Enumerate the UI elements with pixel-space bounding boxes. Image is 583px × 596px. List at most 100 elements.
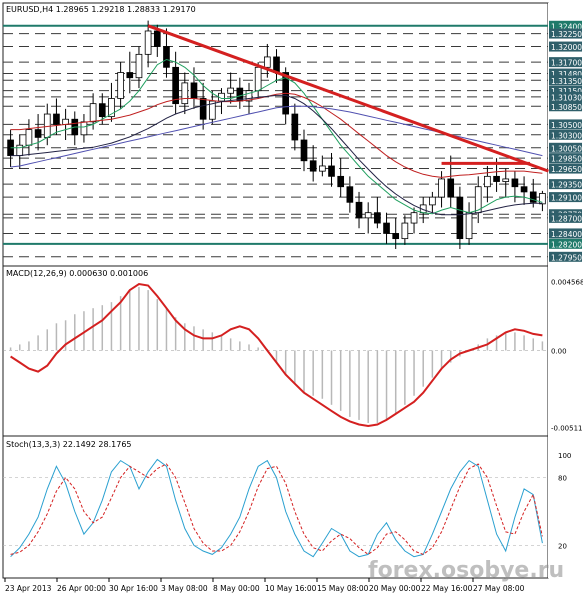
candle-body: [190, 82, 198, 99]
candle-body: [502, 178, 510, 182]
candle-body: [227, 87, 234, 94]
candle-body: [135, 53, 143, 79]
candle-body: [309, 160, 317, 172]
x-tick-label: 26 Apr 00:00: [57, 584, 106, 593]
watermark: forex.osobye.ru: [368, 558, 564, 583]
x-tick-label: 22 May 16:00: [421, 584, 473, 593]
candle-body: [337, 175, 345, 188]
candle-body: [493, 175, 500, 182]
candle-body: [245, 90, 253, 102]
x-tick-label: 20 May 00:00: [369, 584, 421, 593]
price-tick-label: 1.30300: [551, 131, 582, 140]
candle-body: [346, 186, 354, 203]
price-tick-label: 1.27950: [551, 253, 582, 262]
stoch-tick-label: 80: [558, 475, 567, 483]
x-tick-label: 30 Apr 16:00: [109, 584, 158, 593]
price-tick-label: 1.31700: [551, 59, 582, 68]
candle-body: [153, 30, 161, 47]
candle-body: [319, 165, 326, 172]
candle-body: [300, 139, 308, 162]
candle-body: [254, 66, 262, 92]
price-level-tag: [549, 101, 582, 112]
price-level-tag: [549, 251, 582, 262]
price-tick-label: 1.32250: [551, 30, 582, 39]
candle-body: [355, 201, 363, 219]
stoch-tick-label: 100: [558, 452, 571, 460]
price-tick-label: 1.28700: [551, 214, 582, 223]
price-tick-label: 1.30500: [551, 121, 582, 130]
price-tick-label: 1.28400: [551, 230, 582, 239]
price-tick-label: 1.29350: [551, 181, 582, 190]
candle-body: [429, 196, 436, 206]
price-tick-label: 1.28200: [551, 240, 582, 249]
candle-body: [410, 212, 418, 224]
trendline: [147, 24, 549, 173]
price-tick-label: 1.31480: [551, 70, 582, 79]
price-tick-label: 1.29100: [551, 194, 582, 203]
candle-body: [25, 129, 33, 146]
x-tick-label: 10 May 16:00: [265, 584, 317, 593]
price-level-tag: [549, 163, 582, 174]
x-tick-label: 3 May 08:00: [161, 584, 208, 593]
candle-body: [263, 56, 271, 68]
candle-body: [126, 72, 134, 79]
price-level-tag: [549, 179, 582, 190]
price-tick-label: 1.32400: [551, 22, 582, 31]
price-level-tag: [549, 57, 582, 68]
candle-body: [117, 72, 124, 99]
candle-body: [108, 98, 115, 118]
candle-body: [43, 113, 51, 138]
candle-body: [539, 193, 546, 205]
price-level-tag: [549, 129, 582, 140]
price-level-tag: [549, 20, 582, 31]
x-tick-label: 15 May 08:00: [317, 584, 369, 593]
price-tick-label: 1.30050: [551, 144, 582, 153]
candle-body: [163, 46, 170, 68]
price-level-tag: [549, 85, 582, 96]
candle-body: [484, 175, 491, 188]
macd-pane-frame: [2, 265, 549, 437]
candle-body: [465, 212, 473, 240]
candle-body: [199, 98, 207, 120]
candle-body: [291, 113, 299, 141]
macd-pane-title: MACD(12,26,9) 0.000630 0.001006: [6, 269, 148, 278]
candle-body: [401, 222, 409, 240]
candle-body: [364, 212, 372, 219]
price-tick-label: 1.31150: [551, 87, 582, 96]
macd-tick-label: -0.00511: [551, 425, 582, 433]
macd-tick-label: 0.004568: [551, 279, 583, 287]
price-level-tag: [549, 228, 582, 239]
candle-body: [511, 178, 519, 188]
candle-body: [144, 30, 152, 55]
candle-body: [53, 113, 60, 125]
price-tick-label: 1.31350: [551, 77, 582, 86]
candle-body: [456, 196, 464, 240]
candle-body: [383, 222, 390, 234]
price-level-tag: [549, 153, 582, 164]
macd-signal-line: [10, 282, 543, 428]
candle-body: [80, 121, 88, 136]
stoch-pane-title: Stoch(13,3,3) 22.1492 28.1765: [6, 440, 132, 449]
x-tick-label: 8 May 00:00: [213, 584, 260, 593]
stoch-k-line: [10, 458, 543, 558]
x-tick-label: 23 Apr 2013: [5, 584, 52, 593]
candle-body: [328, 165, 335, 177]
price-level-tag: [549, 28, 582, 39]
candle-body: [181, 82, 189, 105]
stoch-pane-frame: [2, 435, 549, 579]
price-level-tag: [549, 142, 582, 153]
price-level-tag: [549, 68, 582, 79]
price-tick-label: 1.30850: [551, 103, 582, 112]
candle-body: [529, 191, 537, 203]
price-level-tag: [549, 192, 582, 203]
macd-tick-label: 0.00: [551, 347, 567, 355]
price-level-tag: [549, 119, 582, 130]
moving-average-line: [10, 94, 543, 216]
price-level-tag: [549, 238, 582, 249]
price-level-tag: [549, 75, 582, 86]
stoch-tick-label: 20: [558, 542, 567, 550]
price-level-tag: [549, 41, 582, 52]
price-level-tag: [549, 91, 582, 102]
candle-body: [89, 103, 97, 123]
